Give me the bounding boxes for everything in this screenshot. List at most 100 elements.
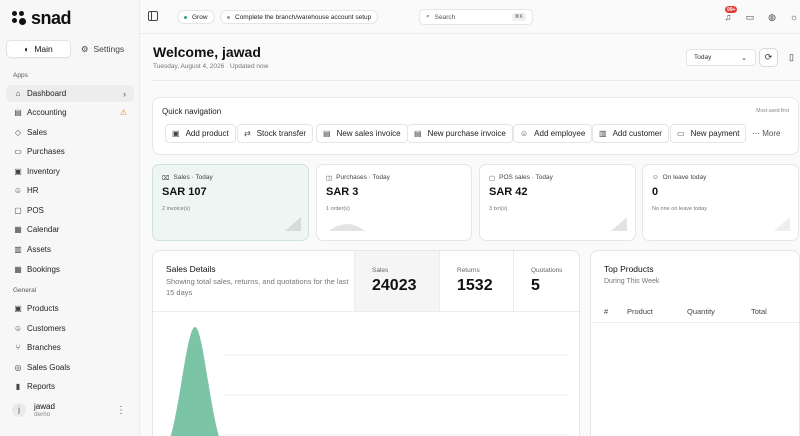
- metric-returns[interactable]: Returns 1532: [439, 251, 513, 311]
- package-icon: ▣: [172, 129, 180, 138]
- add-customer-button[interactable]: ▥ Add customer: [592, 124, 669, 143]
- general-section-label: General: [13, 287, 37, 294]
- monitor-icon: ▢: [489, 175, 496, 182]
- sidebar-item-label: Sales Goals: [27, 363, 71, 372]
- logo-mark-icon: [12, 10, 28, 27]
- sidebar-item-pos[interactable]: ▢ POS: [6, 202, 134, 219]
- sidebar-item-branches[interactable]: ⑂ Branches: [6, 339, 134, 356]
- status-dot-icon: [184, 15, 187, 19]
- new-purchase-invoice-button[interactable]: ▤ New purchase invoice: [407, 124, 513, 143]
- column-header: Quantity: [687, 307, 715, 316]
- sidebar-item-label: POS: [27, 206, 44, 215]
- sidebar-item-sales-goals[interactable]: ◎ Sales Goals: [6, 359, 134, 376]
- sidebar-item-label: Customers: [27, 324, 66, 333]
- sidebar-item-label: Branches: [27, 343, 61, 352]
- calendar-check-icon: ▦: [14, 265, 22, 274]
- new-payment-button[interactable]: ▭ New payment: [670, 124, 747, 143]
- notification-badge: 99+: [725, 6, 738, 13]
- search-placeholder: Search: [434, 13, 456, 21]
- add-product-button[interactable]: ▣ Add product: [165, 124, 236, 143]
- sales-chart: [170, 327, 568, 436]
- new-purchase-invoice-label: New purchase invoice: [427, 129, 506, 138]
- invoice-icon: ▤: [323, 129, 331, 138]
- sidebar-item-reports[interactable]: ▮ Reports: [6, 378, 134, 395]
- chevron-right-icon: ›: [123, 88, 126, 99]
- sidebar-toggle-icon[interactable]: [148, 11, 158, 21]
- bell-icon[interactable]: ♫: [724, 12, 732, 22]
- more-button[interactable]: ⋯ More: [752, 129, 780, 138]
- metric-value: 24023: [372, 277, 417, 294]
- warning-icon: ⚠: [119, 108, 127, 117]
- sidebar-item-label: Inventory: [27, 167, 60, 176]
- refresh-button[interactable]: ⟳: [759, 48, 778, 67]
- stock-transfer-label: Stock transfer: [256, 129, 307, 138]
- search-input[interactable]: ⌕ Search ⌘K: [419, 9, 533, 25]
- mode-settings-label: Settings: [93, 44, 125, 54]
- stat-sub: 1 order(s): [326, 206, 350, 212]
- chevron-down-icon: ⌄: [741, 55, 747, 62]
- chart-icon: ▮: [15, 382, 21, 391]
- stat-value: SAR 107: [162, 186, 207, 198]
- sidebar-item-bookings[interactable]: ▦ Bookings: [6, 261, 134, 278]
- stat-card-pos-sales[interactable]: ▢ POS sales · Today SAR 42 3 txn(s): [479, 164, 636, 241]
- sidebar-item-hr[interactable]: ☺ HR: [6, 182, 134, 199]
- sidebar-item-calendar[interactable]: ▦ Calendar: [6, 221, 134, 238]
- quick-navigation-hint: Most-used first: [756, 108, 789, 114]
- more-label: More: [762, 129, 781, 138]
- period-select[interactable]: Today ⌄: [686, 49, 756, 66]
- sidebar-item-label: Sales: [27, 128, 48, 137]
- export-button[interactable]: ▯: [782, 48, 800, 67]
- sales-area: [170, 327, 219, 436]
- sidebar-item-assets[interactable]: ▥ Assets: [6, 241, 134, 258]
- sidebar-item-inventory[interactable]: ▣ Inventory: [6, 163, 134, 180]
- mode-main-button[interactable]: ◐ Main: [6, 40, 71, 58]
- stat-card-on-leave[interactable]: ☺ On leave today 0 No one on leave today: [642, 164, 799, 241]
- sidebar-item-label: Dashboard: [27, 89, 67, 98]
- grow-chip[interactable]: Grow: [177, 10, 215, 24]
- transfer-icon: ⇄: [244, 129, 251, 138]
- more-vertical-icon[interactable]: ⋮: [116, 405, 126, 416]
- sidebar-item-label: Calendar: [27, 225, 60, 234]
- box-icon: ▣: [14, 167, 22, 176]
- sidebar-item-label: Purchases: [27, 147, 65, 156]
- stock-transfer-button[interactable]: ⇄ Stock transfer: [237, 124, 314, 143]
- sales-divider: [153, 311, 579, 312]
- new-payment-label: New payment: [690, 129, 740, 138]
- building-icon: ▥: [599, 129, 607, 138]
- sidebar-item-products[interactable]: ▣ Products: [6, 300, 134, 317]
- add-employee-button[interactable]: ☺ Add employee: [513, 124, 593, 143]
- sidebar-item-purchases[interactable]: ▭ Purchases: [6, 143, 134, 160]
- stat-sub: 2 invoice(s): [162, 206, 191, 212]
- metric-quotations[interactable]: Quotations 5: [513, 251, 579, 311]
- sidebar-item-sales[interactable]: ◇ Sales: [6, 124, 134, 141]
- new-sales-invoice-button[interactable]: ▤ New sales invoice: [316, 124, 408, 143]
- top-products-panel: Top Products During This Week # Product …: [590, 250, 800, 436]
- sidebar-item-dashboard[interactable]: ⌂ Dashboard ›: [6, 85, 134, 102]
- mode-settings-button[interactable]: ⚙ Settings: [71, 40, 134, 58]
- stat-value: SAR 3: [326, 186, 359, 198]
- header-divider: [152, 80, 800, 81]
- brand-name: snad: [31, 8, 72, 28]
- stat-label: Sales · Today: [173, 174, 213, 181]
- file-icon: ▯: [789, 52, 794, 62]
- avatar: j: [12, 403, 26, 417]
- sun-icon[interactable]: ☼: [789, 12, 799, 22]
- globe-icon[interactable]: ◍: [768, 12, 776, 22]
- sidebar-item-accounting[interactable]: ▤ Accounting ⚠: [6, 104, 134, 121]
- metric-sales[interactable]: Sales 24023: [354, 251, 439, 311]
- stat-sub: 3 txn(s): [489, 206, 508, 212]
- stat-card-purchases[interactable]: ◫ Purchases · Today SAR 3 1 order(s): [316, 164, 472, 241]
- message-icon[interactable]: ▭: [745, 12, 755, 22]
- metric-label: Quotations: [531, 267, 563, 274]
- bag-icon: ◫: [326, 175, 333, 182]
- more-horizontal-icon: ⋯: [752, 129, 760, 138]
- book-icon: ▤: [14, 108, 22, 117]
- stat-card-sales[interactable]: ⌧ Sales · Today SAR 107 2 invoice(s): [152, 164, 309, 241]
- sidebar: snad ◐ Main ⚙ Settings Apps ⌂ Dashboard …: [0, 0, 140, 436]
- sidebar-item-customers[interactable]: ☺ Customers: [6, 320, 134, 337]
- user-profile[interactable]: j jawad demo ⋮: [12, 402, 132, 418]
- truck-icon: ▭: [14, 147, 22, 156]
- setup-chip[interactable]: Complete the branch/warehouse account se…: [220, 10, 379, 24]
- user-clock-icon: ☺: [652, 174, 659, 181]
- brand-logo[interactable]: snad: [12, 8, 72, 29]
